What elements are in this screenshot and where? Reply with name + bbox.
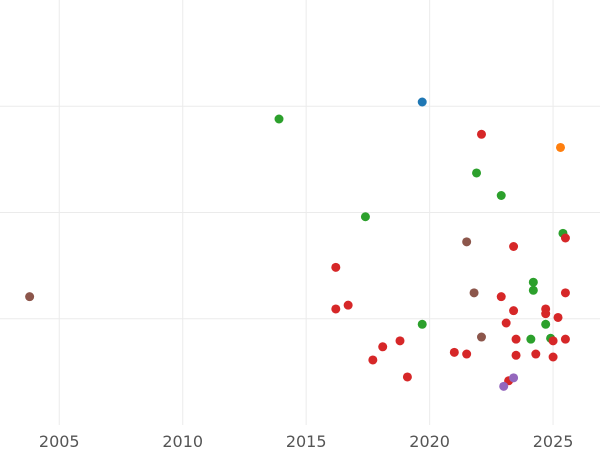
scatter-point [417,319,427,329]
scatter-point [548,352,558,362]
scatter-point [402,372,412,382]
scatter-point [476,129,486,139]
scatter-point [541,319,551,329]
scatter-point [501,318,511,328]
scatter-point [555,142,565,152]
scatter-point [496,292,506,302]
scatter-point [526,334,536,344]
scatter-point [548,336,558,346]
x-tick-label: 2020 [409,432,450,450]
x-axis-ticks: 2005 2010 2015 2020 2025 [39,432,574,450]
scatter-point [360,212,370,222]
scatter-point [528,277,538,287]
scatter-point [462,349,472,359]
scatter-point [274,114,284,124]
scatter-point [378,342,388,352]
scatter-point [395,336,405,346]
scatter-point [511,334,521,344]
scatter-point [541,309,551,319]
scatter-point [462,237,472,247]
scatter-point [528,285,538,295]
x-tick-label: 2010 [162,432,203,450]
scatter-point [472,168,482,178]
scatter-point [560,288,570,298]
scatter-point [560,334,570,344]
scatter-point [496,191,506,200]
scatter-point [343,300,353,310]
x-tick-label: 2005 [39,432,80,450]
x-tick-label: 2025 [533,432,574,450]
scatter-point [368,355,378,365]
scatter-point [449,347,459,357]
x-tick-label: 2015 [286,432,327,450]
scatter-point [499,381,509,391]
data-points [25,97,570,391]
scatter-point [553,312,563,322]
scatter-point [511,350,521,360]
scatter-point [25,292,35,302]
scatter-point [509,373,519,383]
scatter-point [560,233,570,243]
scatter-point [476,332,486,342]
scatter-point [331,262,341,272]
scatter-point [531,349,541,359]
scatter-point [509,242,519,251]
scatter-point [469,288,479,298]
scatter-point [331,304,341,314]
scatter-point [417,97,427,107]
grid [0,0,600,425]
scatter-point [509,306,519,316]
